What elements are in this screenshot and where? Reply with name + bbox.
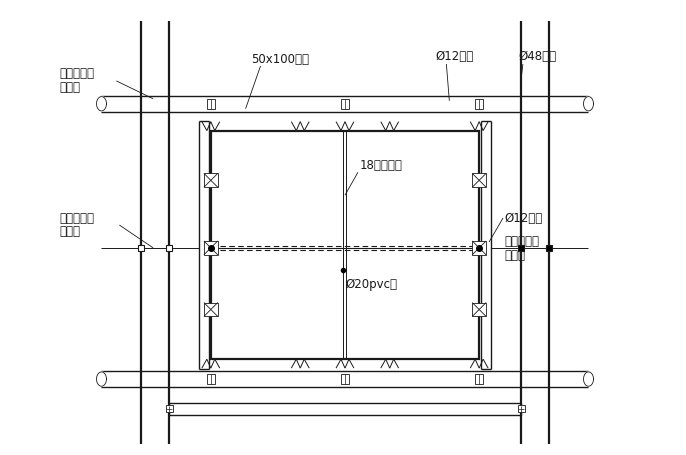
- Bar: [475, 99, 483, 109]
- Bar: [204, 173, 217, 187]
- Bar: [472, 303, 486, 317]
- Bar: [139, 245, 144, 251]
- Text: 50x100木方: 50x100木方: [251, 52, 309, 66]
- Text: Ø20pvc管: Ø20pvc管: [345, 278, 397, 291]
- Bar: [518, 405, 525, 412]
- Text: 螺母、工具: 螺母、工具: [60, 212, 95, 225]
- Bar: [475, 374, 483, 384]
- Polygon shape: [584, 96, 593, 111]
- Bar: [166, 405, 173, 412]
- Bar: [472, 173, 486, 187]
- Text: Ø12拉杆: Ø12拉杆: [436, 50, 473, 62]
- Text: 18厘胶合板: 18厘胶合板: [360, 159, 403, 172]
- Text: 式卡具: 式卡具: [504, 249, 525, 263]
- Text: 式卡具: 式卡具: [60, 226, 81, 238]
- Bar: [341, 374, 349, 384]
- Text: Ø12拉杆: Ø12拉杆: [504, 212, 542, 225]
- Bar: [204, 241, 217, 255]
- Bar: [341, 99, 349, 109]
- Bar: [518, 245, 524, 251]
- Bar: [207, 99, 215, 109]
- Text: 式卡具: 式卡具: [60, 81, 81, 94]
- Bar: [207, 374, 215, 384]
- Bar: [204, 303, 217, 317]
- Bar: [211, 131, 479, 359]
- Text: Ø48锆管: Ø48锆管: [519, 50, 557, 62]
- Polygon shape: [97, 96, 106, 111]
- Text: 螺母、工具: 螺母、工具: [60, 67, 95, 81]
- Bar: [166, 245, 172, 251]
- Text: 螺母、工具: 螺母、工具: [504, 235, 539, 248]
- Bar: [472, 241, 486, 255]
- Bar: [546, 245, 552, 251]
- Polygon shape: [97, 372, 106, 386]
- Polygon shape: [584, 372, 593, 386]
